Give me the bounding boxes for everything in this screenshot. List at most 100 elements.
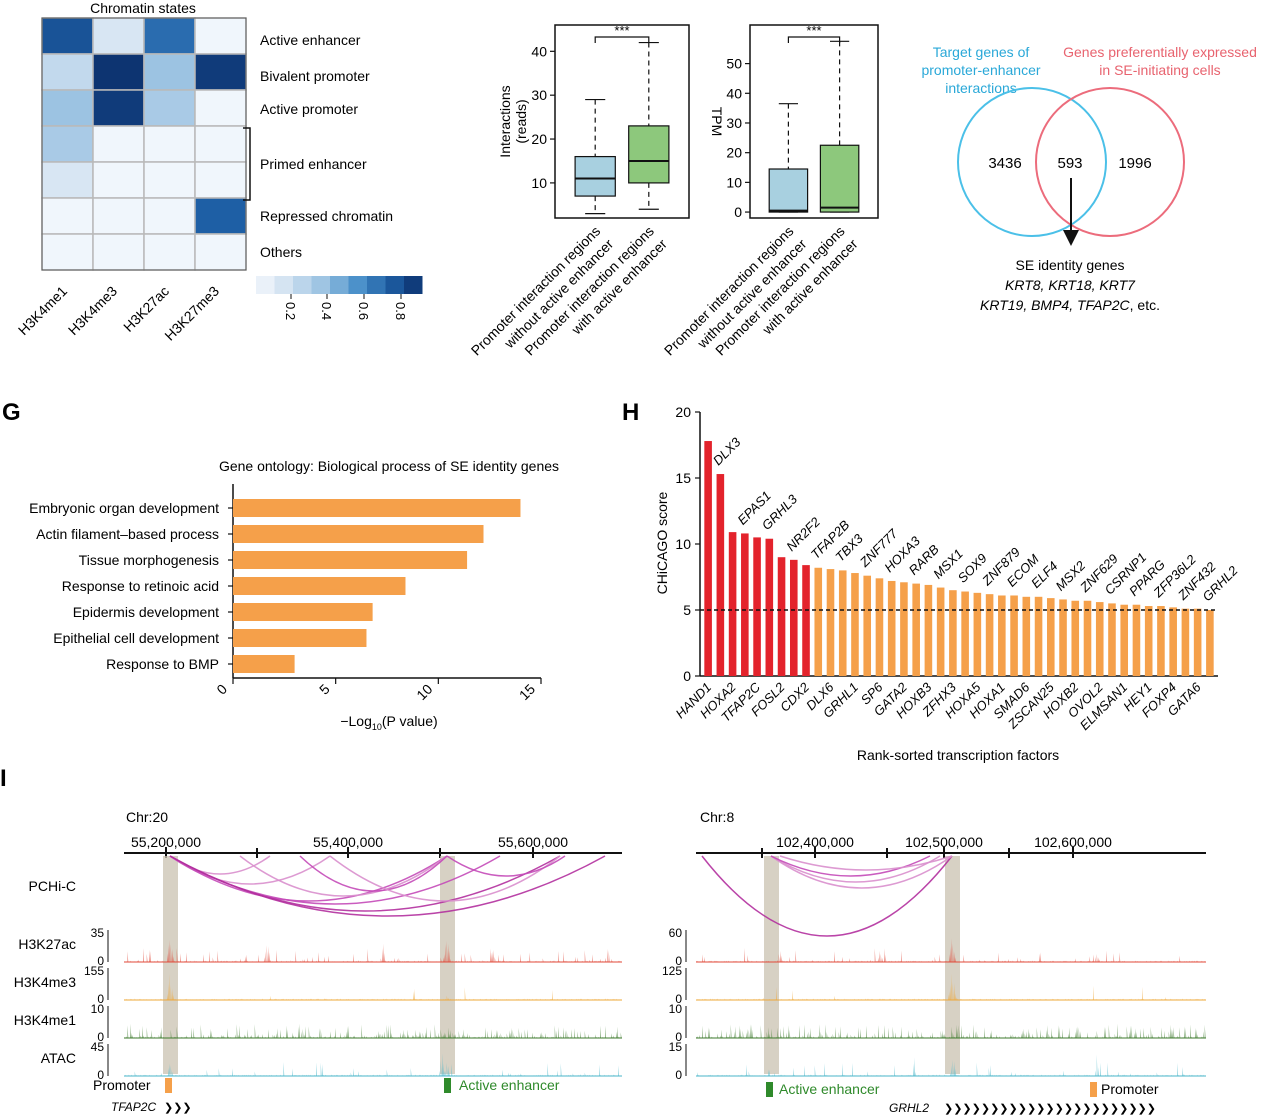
heatmap-cell <box>41 89 94 127</box>
tf-bar <box>777 557 786 676</box>
highlight-band <box>945 856 960 1074</box>
track-zero-label: 0 <box>675 954 682 968</box>
heatmap-row-label: Primed enhancer <box>260 156 367 172</box>
heatmap-row-label: Active promoter <box>260 101 358 117</box>
promoter-marker <box>165 1078 172 1093</box>
venn-right-title-1: Genes preferentially expressed <box>1063 44 1257 60</box>
go-xlabel: −Log10(P value) <box>340 713 437 732</box>
tf-bar <box>1071 600 1080 676</box>
promoter-marker <box>1090 1082 1097 1097</box>
track-zero-label: 0 <box>97 1030 104 1044</box>
chromatin-heatmap-panel: Chromatin states Active enhancer Bivalent… <box>15 0 423 344</box>
go-bar <box>233 655 295 673</box>
heatmap-cell <box>92 89 145 127</box>
y-tick-label: 30 <box>726 115 742 131</box>
venn-panel: Target genes of promoter-enhancer intera… <box>921 44 1256 313</box>
pchic-interaction-arc <box>779 855 953 871</box>
gene-direction-arrows: ❯❯❯❯❯❯❯❯❯❯❯❯❯❯❯❯❯❯❯❯❯❯❯ <box>944 1103 1156 1115</box>
heatmap-column-label: H3K4me3 <box>65 283 120 338</box>
tf-bar <box>912 583 920 676</box>
tf-bar <box>1046 598 1055 676</box>
tf-bar-chart: CHiCAGO score Rank-sorted transcription … <box>654 404 1241 763</box>
y-tick-label: 30 <box>531 87 547 103</box>
venn-right-count: 1996 <box>1118 155 1151 172</box>
tf-bar <box>741 533 749 676</box>
heatmap-title: Chromatin states <box>90 0 196 16</box>
track-max-label: 125 <box>662 964 682 978</box>
track-zero-label: 0 <box>97 1068 104 1082</box>
heatmap-row-label: Others <box>260 244 302 260</box>
tf-bar <box>900 582 908 676</box>
tf-bar-label: DLX3 <box>710 434 744 468</box>
colorbar-swatch <box>404 276 423 294</box>
go-bar <box>233 551 468 569</box>
boxplot-frame <box>749 24 879 219</box>
y-tick-label: 10 <box>531 175 547 191</box>
tf-bar <box>1010 595 1018 676</box>
go-category-label: Response to BMP <box>106 656 219 672</box>
box <box>574 155 616 197</box>
se-identity-genes-line2-etc: , etc. <box>1130 297 1160 313</box>
tf-bar <box>961 591 969 676</box>
go-xlabel-pre: −Log <box>340 713 372 729</box>
tf-bar <box>887 580 896 676</box>
tf-bar <box>1181 608 1190 676</box>
y-tick-label: 0 <box>734 204 742 220</box>
tf-bar <box>1206 610 1214 676</box>
tf-bar <box>716 474 725 676</box>
colorbar-swatch <box>367 276 386 294</box>
venn-left-title-1: Target genes of <box>933 44 1030 60</box>
tf-y-tick-label: 5 <box>683 602 691 618</box>
tf-bar <box>1169 607 1177 676</box>
colorbar-tick-label: 0.2 <box>283 302 298 320</box>
venn-left-count: 3436 <box>988 155 1021 172</box>
heatmap-cell <box>194 17 247 55</box>
tf-bar <box>973 592 982 676</box>
tf-bar <box>753 537 761 676</box>
colorbar-swatch <box>274 276 293 294</box>
heatmap-cell <box>143 161 196 199</box>
tf-bar <box>704 441 712 676</box>
tf-bar <box>728 532 737 676</box>
track-coordinate-label: 55,600,000 <box>498 834 568 850</box>
heatmap-cell <box>41 125 94 163</box>
heatmap-column-label: H3K4me1 <box>15 283 70 338</box>
colorbar-swatch <box>348 276 367 294</box>
box <box>768 168 809 213</box>
heatmap-border <box>41 17 247 271</box>
y-tick-label: 40 <box>726 85 742 101</box>
track-chromosome-label: Chr:20 <box>126 809 168 825</box>
go-category-label: Epithelial cell development <box>53 630 219 646</box>
colorbar-swatch <box>385 276 404 294</box>
track-zero-label: 0 <box>97 992 104 1006</box>
heatmap-cell <box>41 197 94 235</box>
track-max-label: 10 <box>91 1002 105 1016</box>
tf-bar <box>1034 596 1043 676</box>
venn-right-title-2: in SE-initiating cells <box>1099 62 1220 78</box>
track-max-label: 155 <box>84 964 104 978</box>
track-coordinate-label: 102,600,000 <box>1034 834 1112 850</box>
go-category-label: Actin filament–based process <box>36 526 219 542</box>
go-bar <box>233 499 521 517</box>
colorbar-swatch <box>330 276 349 294</box>
heatmap-cell <box>194 53 247 91</box>
heatmap-cell <box>143 197 196 235</box>
heatmap-cell <box>143 89 196 127</box>
tf-bar <box>1022 596 1031 676</box>
tf-bar <box>1108 603 1116 676</box>
panel-label-h: H <box>622 399 639 426</box>
venn-left-circle <box>957 87 1107 237</box>
heatmap-cell <box>194 161 247 199</box>
venn-arrow-head <box>1063 230 1079 246</box>
tf-ylabel: CHiCAGO score <box>654 491 670 594</box>
heatmap-cell <box>92 53 145 91</box>
track-name-label: H3K4me3 <box>14 974 76 990</box>
heatmap-cell <box>194 125 247 163</box>
significance-stars: *** <box>614 23 629 38</box>
tf-bar <box>1193 608 1202 676</box>
track-zero-label: 0 <box>675 1068 682 1082</box>
heatmap-cell <box>92 233 145 271</box>
pchic-interaction-arc <box>239 855 448 897</box>
se-identity-genes-line1: KRT8, KRT18, KRT7 <box>1005 277 1136 293</box>
active-enhancer-marker <box>766 1082 773 1097</box>
